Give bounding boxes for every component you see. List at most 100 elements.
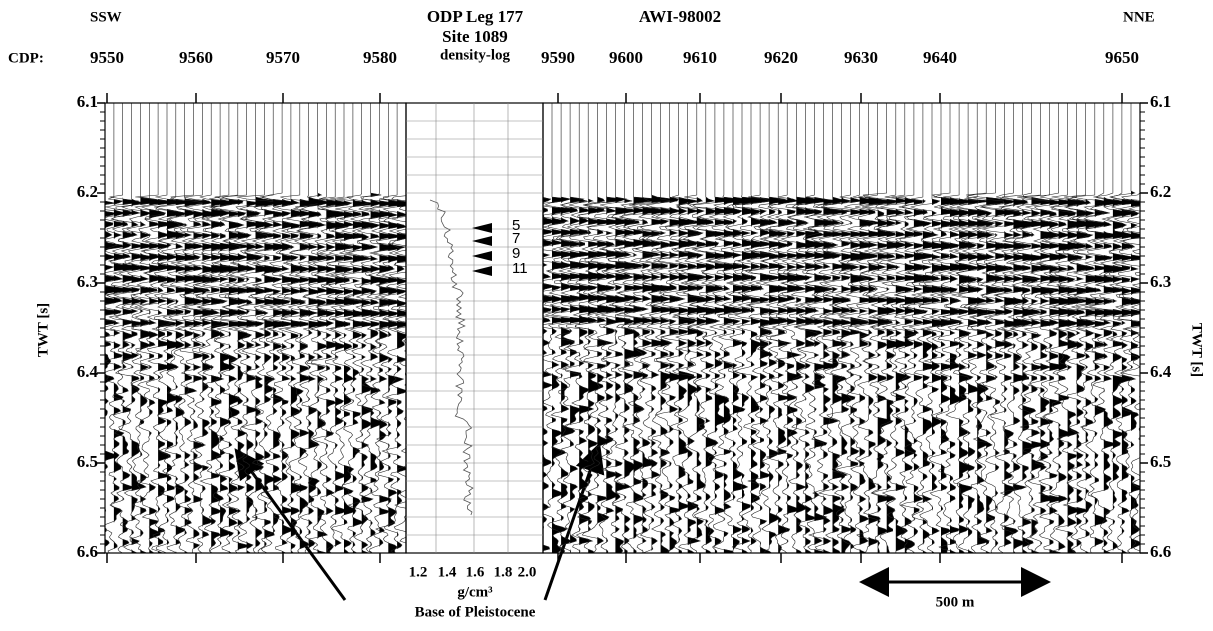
y-tick-label: 6.6 (1150, 542, 1171, 561)
trace (364, 103, 406, 553)
trace (965, 103, 1012, 553)
trace (688, 103, 726, 553)
trace-fill (588, 103, 607, 553)
x-tick-label: 9650 (1105, 48, 1139, 67)
trace (551, 103, 590, 553)
trace (153, 103, 186, 553)
reflector-arrow (472, 251, 492, 261)
trace (543, 103, 574, 553)
trace-fill (290, 103, 308, 553)
trace (275, 103, 308, 553)
x-tick-label: 9560 (179, 48, 213, 67)
x-tick-label: 9590 (541, 48, 575, 67)
x-tick-label: 9570 (266, 48, 300, 67)
trace (894, 103, 936, 553)
trace (315, 103, 359, 553)
x-tick-label: 9600 (609, 48, 643, 67)
trace-fill (211, 103, 233, 553)
trace (901, 103, 944, 553)
density-tick-label: 1.6 (466, 564, 485, 580)
trace (865, 103, 913, 553)
x-tick-label: 9620 (764, 48, 798, 67)
trace (631, 103, 673, 553)
trace (197, 103, 243, 553)
trace-fill (1067, 103, 1091, 553)
trace (671, 103, 709, 553)
trace (1083, 103, 1126, 553)
trace-fill (705, 103, 726, 553)
trace-fill (723, 103, 744, 553)
reflector-label: 7 (512, 230, 520, 247)
trace-fill (1076, 103, 1096, 553)
trace-fill (344, 103, 366, 553)
trace (619, 103, 662, 553)
trace-fill (977, 103, 997, 553)
trace-fill (669, 103, 687, 553)
trace (862, 103, 905, 553)
trace (600, 103, 643, 553)
trace (880, 103, 924, 553)
density-tick-label: 2.0 (518, 564, 537, 580)
reflector-label: 11 (512, 260, 528, 277)
reflector-label: 5 (512, 217, 520, 234)
trace (305, 103, 346, 553)
x-tick-label: 9580 (363, 48, 397, 67)
log-label: density-log (440, 47, 511, 63)
y-axis-title-right: TWT [s] (1189, 323, 1205, 377)
x-tick-label: 9630 (844, 48, 878, 67)
trace (1109, 103, 1140, 553)
trace-fill (660, 103, 678, 553)
trace-fill (1040, 103, 1063, 553)
trace (183, 103, 220, 553)
trace-fill (805, 103, 825, 553)
trace (1020, 103, 1067, 553)
trace (236, 103, 284, 553)
trace-fill (678, 103, 700, 553)
trace-fill (787, 103, 805, 553)
trace (822, 103, 873, 553)
trace-fill (597, 103, 618, 553)
seismic-traces (105, 103, 406, 553)
trace-fill (317, 103, 331, 553)
trace (105, 103, 141, 553)
y-tick-label: 6.3 (1150, 272, 1171, 291)
trace-fill (1085, 103, 1106, 553)
trace (646, 103, 689, 553)
site-title: ODP Leg 177 (427, 7, 524, 26)
density-tick-label: 1.8 (494, 564, 513, 580)
trace-fill (246, 103, 263, 553)
trace (1017, 103, 1064, 553)
direction-left: SSW (90, 9, 122, 25)
trace-fill (742, 103, 767, 553)
trace (802, 103, 853, 553)
trace-fill (886, 103, 904, 553)
trace (261, 103, 299, 553)
cdp-label: CDP: (8, 50, 44, 66)
trace-fill (388, 103, 406, 553)
y-tick-label: 6.1 (1150, 92, 1171, 111)
trace (747, 103, 792, 553)
trace (761, 103, 797, 553)
trace (1049, 103, 1091, 553)
trace-fill (877, 103, 897, 553)
trace (1106, 103, 1139, 553)
trace (276, 103, 328, 553)
y-tick-label: 6.5 (77, 452, 98, 471)
x-tick-label: 9550 (90, 48, 124, 67)
trace (949, 103, 993, 553)
trace (1071, 103, 1117, 553)
trace-fill (202, 103, 220, 553)
trace (998, 103, 1043, 553)
trace (209, 103, 250, 553)
trace (221, 103, 264, 553)
scale-bar-label: 500 m (936, 594, 975, 610)
reflector-arrow (472, 266, 492, 276)
trace (807, 103, 849, 553)
trace (918, 103, 964, 553)
trace-fill (131, 103, 146, 553)
trace (1063, 103, 1107, 553)
reflector-arrow (472, 223, 492, 233)
trace-fill (823, 103, 853, 553)
trace-fill (579, 103, 599, 553)
